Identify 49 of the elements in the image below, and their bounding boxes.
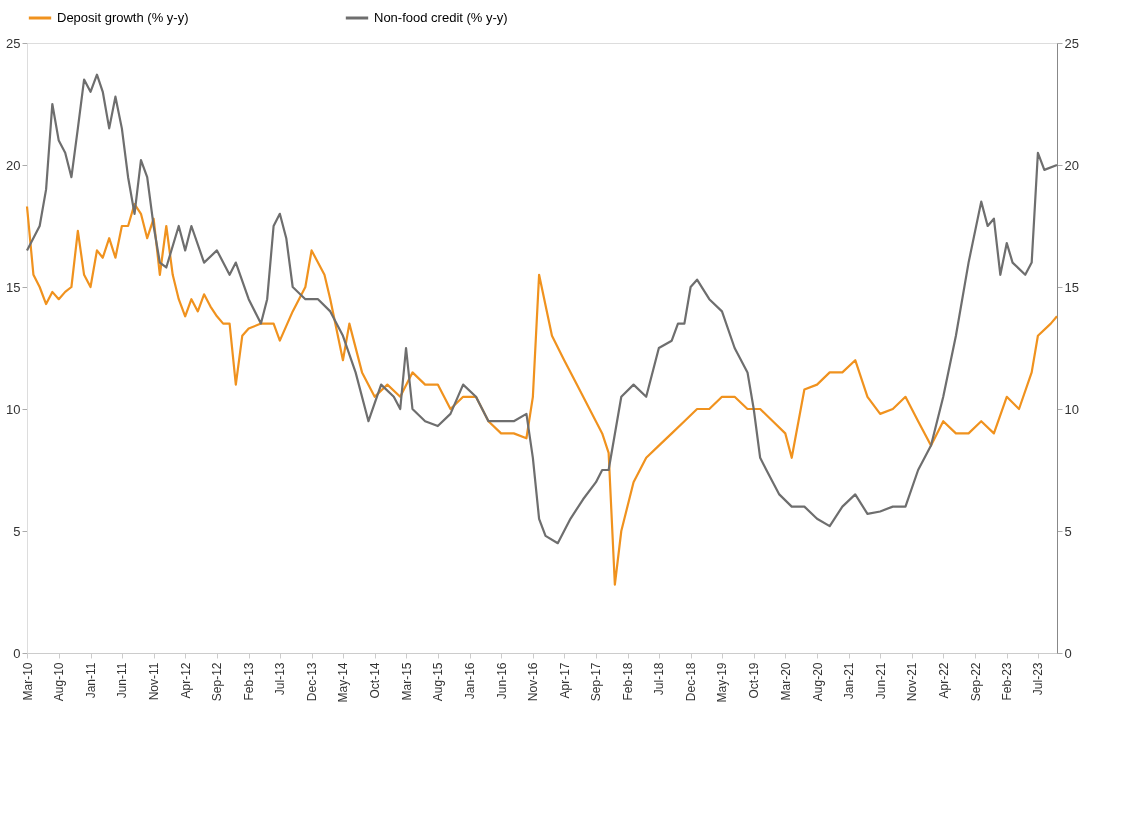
x-tick-label: Sep-12 [210,662,225,702]
x-tick-label: Jun-11 [115,662,130,699]
x-tick-label: Feb-13 [242,662,257,701]
x-tick-label: Dec-13 [305,662,320,702]
y2-tick-label: 5 [1064,523,1072,539]
x-tick-label: Jan-11 [84,662,99,699]
x-tick-label: Jul-13 [273,662,288,696]
x-tick-label: Apr-17 [557,662,572,699]
y2-tick-label: 15 [1064,279,1079,295]
y-tick-label: 0 [13,645,21,661]
x-tick-label: Sep-17 [589,662,604,702]
x-tick-label: Aug-15 [431,662,446,702]
x-tick-label: Apr-12 [178,662,193,699]
x-tick-label: Oct-19 [747,662,762,699]
y-tick-label: 5 [13,523,21,539]
x-tick-label: Oct-14 [368,662,383,699]
x-tick-label: May-14 [336,662,351,703]
x-tick-label: Aug-10 [52,662,67,702]
y-tick-label: 20 [6,157,21,173]
x-tick-label: May-19 [715,662,730,703]
x-tick-label: Jun-16 [494,662,509,700]
x-tick-label: Apr-22 [936,662,951,699]
legend-label: Deposit growth (% y-y) [57,10,189,25]
y2-tick-label: 25 [1064,35,1079,51]
y2-tick-label: 0 [1064,645,1072,661]
x-tick-label: Mar-20 [778,662,793,701]
x-tick-label: Dec-18 [684,662,699,702]
x-tick-label: Sep-22 [968,662,983,702]
x-tick-label: Feb-18 [621,662,636,701]
x-tick-label: Jul-23 [1031,662,1046,696]
y-tick-label: 10 [6,401,21,417]
y-tick-label: 15 [6,279,21,295]
x-tick-label: Feb-23 [1000,662,1015,701]
x-tick-label: Jan-21 [842,662,857,700]
x-tick-label: Jul-18 [652,662,667,696]
x-tick-label: Nov-16 [526,662,541,702]
legend-label: Non-food credit (% y-y) [374,10,508,25]
x-tick-label: Nov-11 [147,662,162,701]
x-tick-label: Jan-16 [463,662,478,700]
x-tick-label: Jun-21 [873,662,888,700]
line-series [25,202,1059,586]
y2-tick-label: 20 [1064,157,1079,173]
x-tick-label: Mar-10 [20,662,35,701]
line-series [25,73,1059,545]
y2-tick-label: 10 [1064,401,1079,417]
x-tick-label: Nov-21 [905,662,920,702]
x-tick-label: Aug-20 [810,662,825,702]
y-tick-label: 25 [6,35,21,51]
x-tick-label: Mar-15 [399,662,414,701]
